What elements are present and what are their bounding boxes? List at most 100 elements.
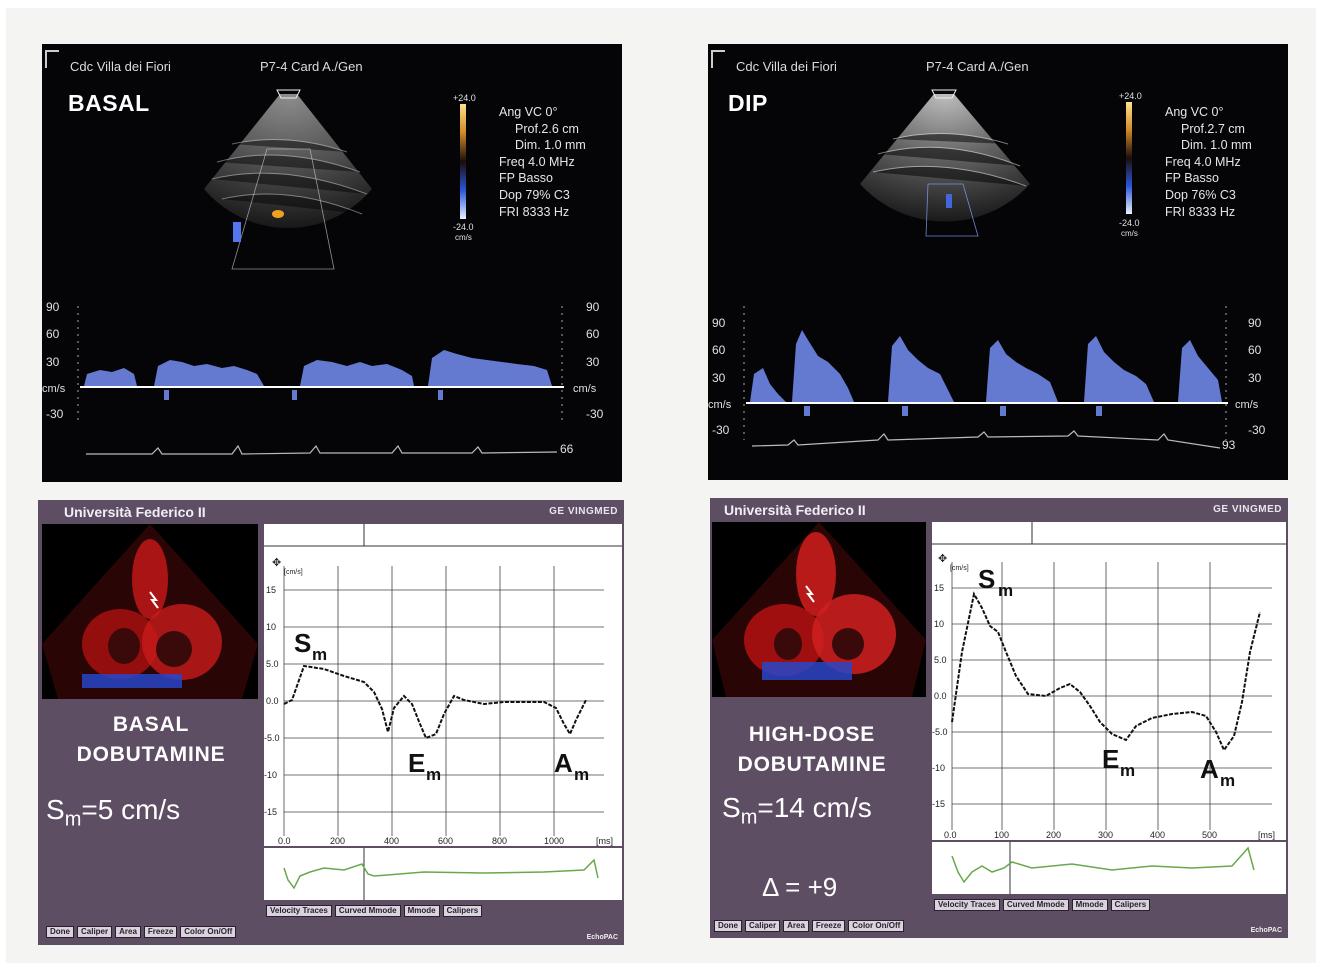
svg-text:cm/s: cm/s [1235,399,1259,411]
delta-value: Δ = +9 [762,872,838,902]
tdi-panel-high-dose: Università Federico II GE VINGMED HIGH-D… [710,498,1288,938]
vendor-brand: GE VINGMED [549,506,618,517]
svg-text:-10: -10 [932,763,945,773]
svg-text:30: 30 [712,371,726,385]
svg-text:S: S [294,628,311,658]
svg-text:60: 60 [586,327,600,341]
svg-text:cm/s: cm/s [42,383,66,395]
svg-text:S: S [978,564,995,594]
area-button[interactable]: Area [783,920,809,932]
clinic-name: Cdc Villa dei Fiori [736,59,837,74]
velocity-traces-button[interactable]: Velocity Traces [934,899,1000,911]
freeze-button[interactable]: Freeze [811,920,846,932]
svg-text:m: m [1120,761,1135,780]
ge-logo-icon [711,50,725,68]
svg-text:5.0: 5.0 [266,659,279,669]
svg-text:[ms]: [ms] [596,836,613,846]
svg-text:-30: -30 [1248,423,1266,437]
svg-text:cm/s: cm/s [708,399,732,411]
caliper-button[interactable]: Caliper [77,926,113,938]
probe-name: P7-4 Card A./Gen [926,59,1029,74]
svg-text:-10: -10 [264,770,277,780]
mmode-button[interactable]: Mmode [403,905,440,917]
ecg-trace [751,430,1221,449]
svg-text:A: A [1200,754,1219,784]
mmode-button[interactable]: Mmode [1071,899,1108,911]
svg-text:cm/s: cm/s [455,233,472,242]
svg-text:[cm/s]: [cm/s] [950,565,969,572]
institution-title: Università Federico II [64,504,206,520]
velocity-graph: ✥ [cm/s] 15 10 5.0 0.0 -5.0 -10 -15 0.0 … [264,524,622,846]
velocity-curve [283,664,587,740]
velocity-color-bar [1126,102,1132,214]
echopac-label: EchoPAC [1250,927,1282,934]
institution-title: Università Federico II [724,502,866,518]
curved-mmode-button[interactable]: Curved Mmode [334,905,401,917]
svg-text:30: 30 [1248,371,1262,385]
ecg-strip [932,842,1286,894]
svg-text:-15: -15 [932,799,945,809]
svg-text:10: 10 [266,622,276,632]
svg-text:[cm/s]: [cm/s] [284,569,303,576]
svg-text:800: 800 [492,836,507,846]
doppler-panel-dip: Cdc Villa dei Fiori P7-4 Card A./Gen DIP [708,44,1288,480]
svg-text:1000: 1000 [544,836,564,846]
control-buttons: Done Caliper Area Freeze Color On/Off [46,926,237,938]
svg-text:60: 60 [1248,343,1262,357]
velocity-traces-button[interactable]: Velocity Traces [266,905,332,917]
acquisition-params: Ang VC 0° Prof.2.6 cm Dim. 1.0 mm Freq 4… [499,105,586,219]
spectrum-axis-left: 90 60 30 cm/s -30 [708,316,732,437]
svg-text:cm/s: cm/s [1121,229,1138,238]
stage-label: DIP [728,90,768,116]
calipers-button[interactable]: Calipers [1110,899,1151,911]
color-toggle-button[interactable]: Color On/Off [180,926,237,938]
svg-text:90: 90 [586,300,600,314]
acquisition-params: Ang VC 0° Prof.2.7 cm Dim. 1.0 mm Freq 4… [1165,105,1252,219]
svg-text:500: 500 [1202,830,1217,840]
svg-text:-30: -30 [586,407,604,421]
svg-text:100: 100 [994,830,1009,840]
done-button[interactable]: Done [46,926,74,938]
svg-text:-24.0: -24.0 [1119,218,1140,228]
svg-text:60: 60 [46,327,60,341]
heart-rate: 66 [560,442,574,456]
sm-velocity: Sm=5 cm/s [46,794,181,831]
done-button[interactable]: Done [714,920,742,932]
svg-text:60: 60 [712,343,726,357]
spectrum-axis-left: 90 60 30 cm/s -30 [42,300,66,421]
spectrum-axis-right: 90 60 30 cm/s -30 [573,300,604,421]
svg-text:15: 15 [934,583,944,593]
svg-text:30: 30 [586,355,600,369]
doppler-spectrum [750,330,1222,416]
probe-name: P7-4 Card A./Gen [260,59,363,74]
ecg-trace [86,444,558,455]
tissue-doppler-image [42,524,258,699]
freeze-button[interactable]: Freeze [143,926,178,938]
svg-text:+24.0: +24.0 [1119,91,1142,101]
heart-rate: 93 [1222,438,1236,452]
doppler-image: +24.0 -24.0 cm/s 90 60 30 cm/s -30 90 60… [708,89,1266,452]
velocity-graph: ✥ [cm/s] 15 10 5.0 0.0 -5.0 -10 -15 0.0 … [932,522,1286,840]
svg-text:m: m [312,645,327,664]
caliper-button[interactable]: Caliper [745,920,781,932]
area-button[interactable]: Area [115,926,141,938]
stage-label: BASAL [68,90,150,116]
ultrasound-sector [204,94,372,228]
curved-mmode-button[interactable]: Curved Mmode [1002,899,1069,911]
svg-text:m: m [998,581,1013,600]
tissue-doppler-image [712,522,926,697]
svg-text:200: 200 [330,836,345,846]
color-toggle-button[interactable]: Color On/Off [848,920,905,932]
move-cursor-icon: ✥ [938,553,947,565]
stage-title: BASAL DOBUTAMINE [76,713,226,766]
svg-text:400: 400 [384,836,399,846]
clinic-name: Cdc Villa dei Fiori [70,59,171,74]
calipers-button[interactable]: Calipers [442,905,483,917]
control-buttons: Done Caliper Area Freeze Color On/Off [714,920,905,932]
svg-text:0.0: 0.0 [266,696,279,706]
